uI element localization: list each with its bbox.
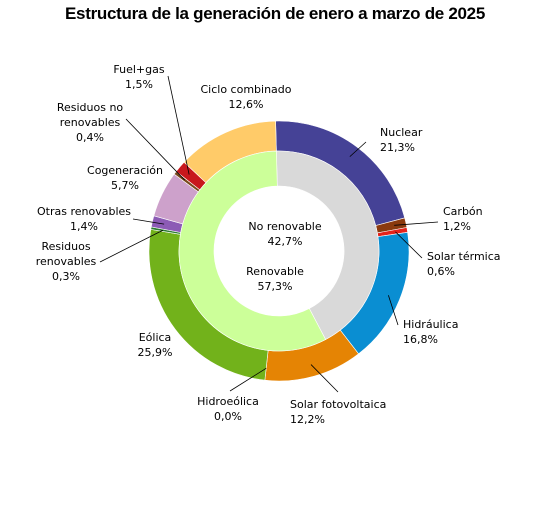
label-value-residuos-no-renovables: 0,4% xyxy=(76,131,104,144)
label-value-eolica: 25,9% xyxy=(138,346,173,359)
label-value-renovable: 57,3% xyxy=(258,280,293,293)
label-name-nuclear: Nuclear xyxy=(380,126,423,139)
label-name-residuos-renovables: Residuos xyxy=(41,240,90,253)
label-value-cogeneracion: 5,7% xyxy=(111,179,139,192)
label-value-otras-renovables: 1,4% xyxy=(70,220,98,233)
leader-line-hidraulica xyxy=(388,295,399,326)
label-name-no-renovable: No renovable xyxy=(248,220,321,233)
label-value-residuos-renovables: 0,3% xyxy=(52,270,80,283)
leader-line-solar-termica xyxy=(395,231,423,259)
label-name-residuos-no-renovables: Residuos no xyxy=(57,101,124,114)
label-name-solar-fotovoltaica: Solar fotovoltaica xyxy=(290,398,386,411)
leader-line-hidroeolica xyxy=(229,367,267,392)
label-value-nuclear: 21,3% xyxy=(380,141,415,154)
label-value-carbon: 1,2% xyxy=(443,220,471,233)
label-value-solar-fotovoltaica: 12,2% xyxy=(290,413,325,426)
label-name-hidraulica: Hidráulica xyxy=(403,318,458,331)
inner-ring xyxy=(178,150,380,352)
label-value-hidroeolica: 0,0% xyxy=(214,410,242,423)
label-value-ciclo-combinado: 12,6% xyxy=(229,98,264,111)
leader-line-nuclear xyxy=(349,141,367,157)
leader-line-otras-renovables xyxy=(132,218,165,225)
label-name-eolica: Eólica xyxy=(139,331,172,344)
label-name-otras-renovables: Otras renovables xyxy=(37,205,131,218)
label-name-residuos-no-renovables: renovables xyxy=(60,116,121,129)
label-value-fuel-gas: 1,5% xyxy=(125,78,153,91)
leader-line-residuos-renovables xyxy=(99,229,164,263)
chart-title: Estructura de la generación de enero a m… xyxy=(65,4,485,23)
label-name-ciclo-combinado: Ciclo combinado xyxy=(200,83,291,96)
slice-no-renovable xyxy=(276,150,380,340)
label-name-renovable: Renovable xyxy=(246,265,304,278)
label-name-residuos-renovables: renovables xyxy=(36,255,97,268)
leader-line-residuos-no-renovables xyxy=(125,118,186,181)
label-name-carbon: Carbón xyxy=(443,205,483,218)
label-name-fuel-gas: Fuel+gas xyxy=(113,63,164,76)
leader-line-solar-fotovoltaica xyxy=(310,364,339,393)
slice-renovable xyxy=(178,150,327,352)
label-name-solar-termica: Solar térmica xyxy=(427,250,501,263)
leader-lines xyxy=(99,75,439,393)
label-name-cogeneracion: Cogeneración xyxy=(87,164,163,177)
label-value-hidraulica: 16,8% xyxy=(403,333,438,346)
label-value-no-renovable: 42,7% xyxy=(268,235,303,248)
label-name-hidroeolica: Hidroeólica xyxy=(197,395,259,408)
label-value-solar-termica: 0,6% xyxy=(427,265,455,278)
leader-line-fuel-gas xyxy=(167,75,190,175)
leader-line-carbon xyxy=(394,221,439,226)
data-labels: Nuclear 21,3% Carbón 1,2% Solar térmica 0,6% H… xyxy=(36,63,501,426)
